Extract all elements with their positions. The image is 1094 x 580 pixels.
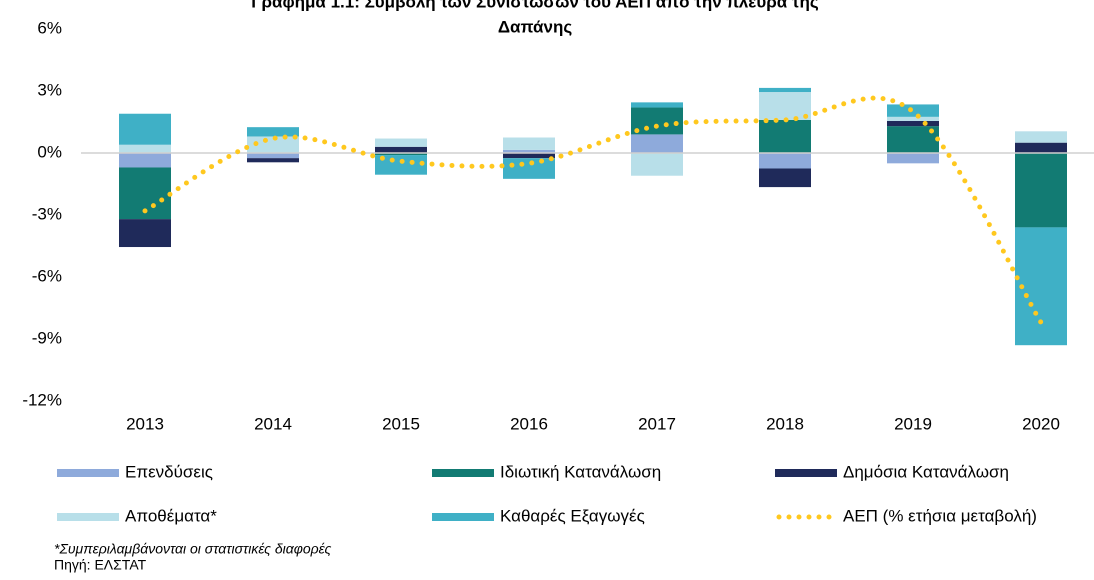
bar-segment — [375, 155, 427, 175]
bar-segment — [119, 144, 171, 153]
y-tick-label: -9% — [32, 328, 62, 347]
bar-segment — [375, 138, 427, 147]
y-tick-label: 0% — [37, 142, 62, 161]
bar-segment — [1015, 131, 1067, 143]
bar-segment — [119, 153, 171, 168]
source-note: Πηγή: ΕΛΣΤΑΤ — [54, 557, 147, 573]
y-tick-label: 6% — [37, 18, 62, 37]
bar-segment — [503, 137, 555, 150]
bar-segment — [503, 153, 555, 159]
chart-title: Δαπάνης — [498, 17, 573, 36]
x-tick-label: 2019 — [894, 414, 932, 433]
bar-segment — [375, 146, 427, 153]
gdp-line — [142, 95, 1044, 325]
bar-segment — [1015, 142, 1067, 153]
bar-segment — [247, 153, 299, 159]
legend-label: Αποθέματα* — [125, 506, 217, 525]
bar-segment — [887, 153, 939, 164]
x-tick-label: 2020 — [1022, 414, 1060, 433]
bar-segment — [247, 158, 299, 163]
bar-segment — [759, 153, 811, 169]
bar-segment — [759, 119, 811, 153]
legend-swatch — [775, 469, 837, 477]
bar-segment — [119, 113, 171, 145]
bar-segment — [887, 120, 939, 127]
legend-swatch — [57, 513, 119, 521]
bar-segment — [503, 158, 555, 179]
bar-segment — [247, 136, 299, 153]
legend-label: Καθαρές Εξαγωγές — [500, 506, 645, 525]
bar-segment — [631, 134, 683, 153]
bar-segment — [375, 153, 427, 156]
bar-segment — [631, 102, 683, 108]
bar-segment — [759, 92, 811, 120]
x-tick-label: 2013 — [126, 414, 164, 433]
x-tick-label: 2017 — [638, 414, 676, 433]
x-tick-label: 2015 — [382, 414, 420, 433]
bar-segment — [887, 116, 939, 121]
y-tick-label: 3% — [37, 80, 62, 99]
chart-title: Γράφημα 1.1: Συμβολή των Συνιστωσών του … — [251, 0, 819, 11]
bar-segment — [759, 87, 811, 93]
x-tick-label: 2018 — [766, 414, 804, 433]
bar-segment — [503, 149, 555, 153]
x-tick-label: 2014 — [254, 414, 292, 433]
legend-label: ΑΕΠ (% ετήσια μεταβολή) — [843, 506, 1037, 525]
legend-label: Επενδύσεις — [125, 462, 213, 481]
bar-segment — [631, 107, 683, 135]
bar-segment — [1015, 153, 1067, 228]
legend-swatch — [432, 513, 494, 521]
legend-swatch — [432, 469, 494, 477]
legend-swatch — [57, 469, 119, 477]
bar-segment — [631, 153, 683, 176]
footnote: *Συμπεριλαμβάνονται οι στατιστικές διαφο… — [54, 541, 331, 557]
y-tick-label: -3% — [32, 204, 62, 223]
bar-segment — [887, 104, 939, 117]
bar-segment — [759, 168, 811, 188]
bar-segment — [247, 127, 299, 137]
y-tick-label: -12% — [22, 390, 62, 409]
legend-label: Δημόσια Κατανάλωση — [843, 462, 1009, 481]
y-tick-label: -6% — [32, 266, 62, 285]
legend-label: Ιδιωτική Κατανάλωση — [500, 462, 661, 481]
bar-segment — [119, 219, 171, 248]
x-tick-label: 2016 — [510, 414, 548, 433]
